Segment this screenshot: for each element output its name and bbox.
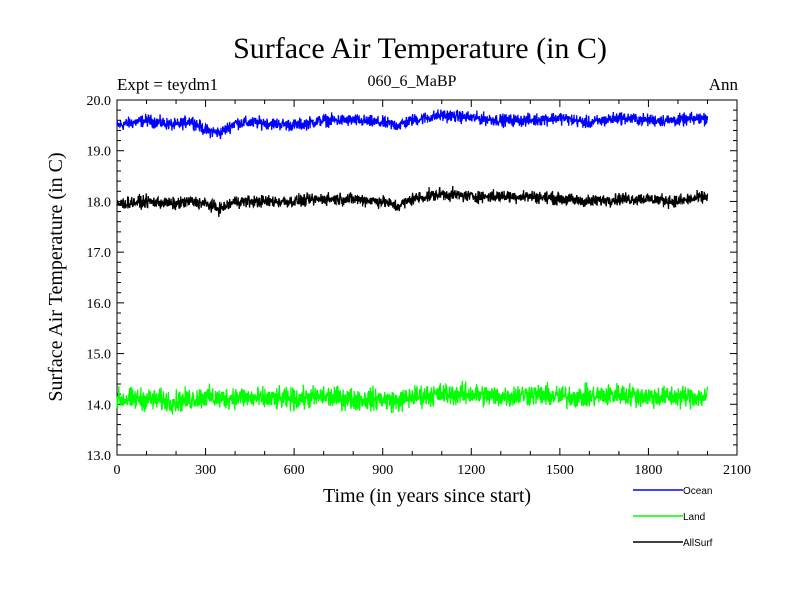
legend-label-land: Land <box>683 512 705 523</box>
x-tick-label: 1500 <box>546 463 574 478</box>
x-axis-label: Time (in years since start) <box>323 485 531 507</box>
y-axis-label: Surface Air Temperature (in C) <box>45 152 67 401</box>
y-axis: 13.0 14.0 15.0 16.0 17.0 18.0 19.0 20.0 <box>87 94 737 464</box>
chart-subtitle: 060_6_MaBP <box>368 73 457 90</box>
legend-label-allsurf: AllSurf <box>683 538 713 549</box>
series-line-ocean <box>116 109 709 140</box>
y-tick-label: 14.0 <box>87 398 112 413</box>
y-tick-label: 18.0 <box>87 195 112 210</box>
series-line-land <box>116 380 709 415</box>
series-layer <box>116 109 709 415</box>
series-line-allsurf <box>116 185 709 218</box>
x-tick-label: 600 <box>284 463 305 478</box>
y-tick-label: 17.0 <box>87 246 112 261</box>
chart-title: Surface Air Temperature (in C) <box>233 32 607 65</box>
period-label: Ann <box>709 75 739 94</box>
y-tick-label: 13.0 <box>87 449 112 464</box>
plot-frame <box>116 99 738 456</box>
x-tick-label: 1200 <box>457 463 485 478</box>
x-tick-label: 2100 <box>723 463 751 478</box>
y-tick-label: 16.0 <box>87 297 112 312</box>
y-tick-label: 20.0 <box>87 94 112 109</box>
y-tick-label: 19.0 <box>87 145 112 160</box>
legend-label-ocean: Ocean <box>683 486 712 497</box>
legend: Ocean Land AllSurf <box>633 486 713 549</box>
x-tick-label: 1800 <box>634 463 662 478</box>
x-tick-label: 900 <box>372 463 393 478</box>
x-axis: 0 300 600 900 1200 1500 1800 2100 <box>114 100 751 478</box>
y-tick-label: 15.0 <box>87 348 112 363</box>
x-tick-label: 300 <box>195 463 216 478</box>
expt-label: Expt = teydm1 <box>117 75 218 94</box>
x-tick-label: 0 <box>114 463 121 478</box>
